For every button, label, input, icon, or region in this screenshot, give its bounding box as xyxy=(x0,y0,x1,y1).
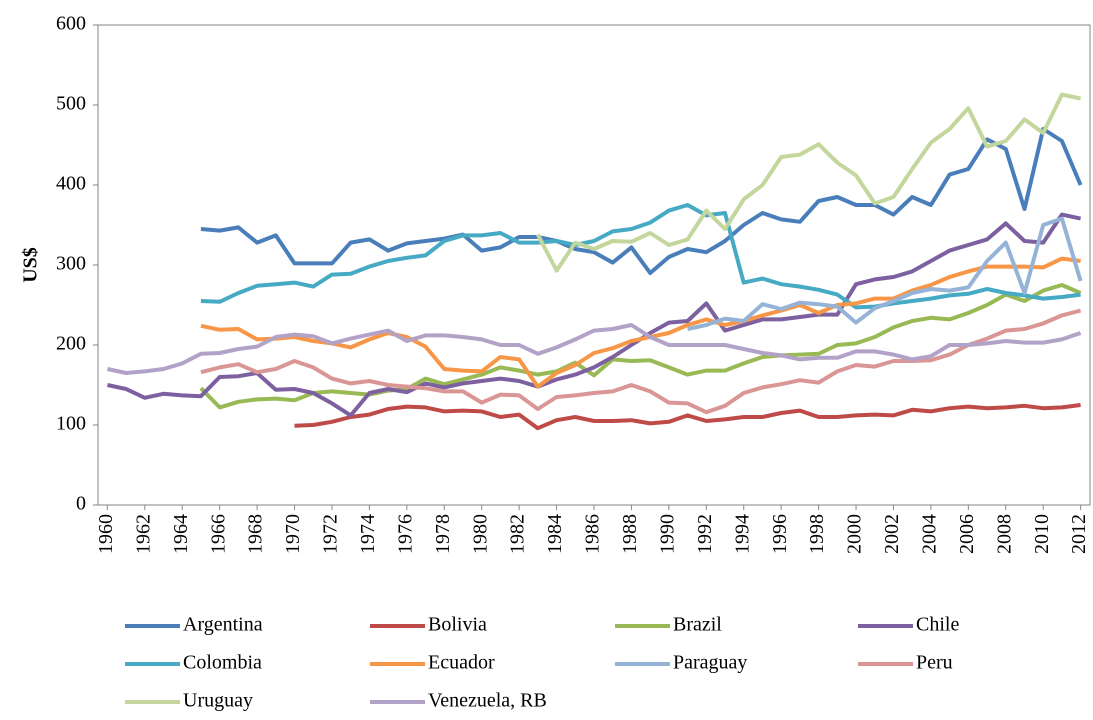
legend-label: Peru xyxy=(916,652,953,674)
line-series xyxy=(106,323,1082,375)
x-tick-label: 1978 xyxy=(432,514,454,554)
y-tick-label: 600 xyxy=(56,13,86,35)
x-tick-label: 1960 xyxy=(95,514,117,554)
line-series xyxy=(200,203,1081,310)
x-tick-label: 1988 xyxy=(619,514,641,554)
legend-label: Ecuador xyxy=(428,652,495,674)
legend-label: Paraguay xyxy=(673,652,747,674)
y-tick-label: 0 xyxy=(76,493,86,515)
x-tick-label: 2008 xyxy=(993,514,1015,554)
y-tick-label: 100 xyxy=(56,413,86,435)
x-tick-label: 1980 xyxy=(469,514,491,554)
x-tick-label: 1996 xyxy=(769,514,791,554)
x-tick-label: 1962 xyxy=(132,514,154,554)
x-tick-label: 1970 xyxy=(282,514,304,554)
x-tick-label: 1986 xyxy=(582,514,604,554)
y-axis-label: US$ xyxy=(20,247,42,283)
line-series xyxy=(200,127,1083,275)
x-tick-label: 1968 xyxy=(245,514,267,554)
x-tick-label: 2000 xyxy=(844,514,866,554)
line-series xyxy=(200,256,1081,389)
legend-label: Chile xyxy=(916,614,959,636)
line-series xyxy=(687,216,1083,331)
x-tick-label: 2002 xyxy=(881,514,903,554)
x-tick-label: 1992 xyxy=(694,514,716,554)
legend-label: Uruguay xyxy=(183,690,253,712)
x-tick-label: 1964 xyxy=(170,514,192,554)
line-series xyxy=(200,308,1082,415)
legend-label: Argentina xyxy=(183,614,263,636)
line-series xyxy=(106,212,1082,418)
line-series xyxy=(536,92,1082,273)
x-tick-label: 1974 xyxy=(357,514,379,554)
y-tick-label: 500 xyxy=(56,93,86,115)
legend-label: Brazil xyxy=(673,614,722,636)
x-tick-label: 1966 xyxy=(207,514,229,554)
x-tick-label: 2006 xyxy=(956,514,978,554)
legend-label: Venezuela, RB xyxy=(428,690,547,712)
x-tick-label: 2012 xyxy=(1068,514,1090,554)
x-tick-label: 1994 xyxy=(731,514,753,554)
line-series xyxy=(294,403,1081,431)
x-tick-label: 1976 xyxy=(394,514,416,554)
x-tick-label: 1984 xyxy=(544,514,566,554)
plot-area xyxy=(97,24,1091,506)
y-tick-label: 200 xyxy=(56,333,86,355)
y-tick-label: 400 xyxy=(56,173,86,195)
x-tick-label: 1982 xyxy=(507,514,529,554)
x-tick-label: 2004 xyxy=(918,514,940,554)
y-tick-label: 300 xyxy=(56,253,86,275)
legend-label: Colombia xyxy=(183,652,262,674)
line-series xyxy=(199,283,1082,410)
x-tick-label: 1972 xyxy=(320,514,342,554)
x-tick-label: 1998 xyxy=(806,514,828,554)
legend-label: Bolivia xyxy=(428,614,487,636)
x-tick-label: 1990 xyxy=(656,514,678,554)
x-tick-label: 2010 xyxy=(1031,514,1053,554)
